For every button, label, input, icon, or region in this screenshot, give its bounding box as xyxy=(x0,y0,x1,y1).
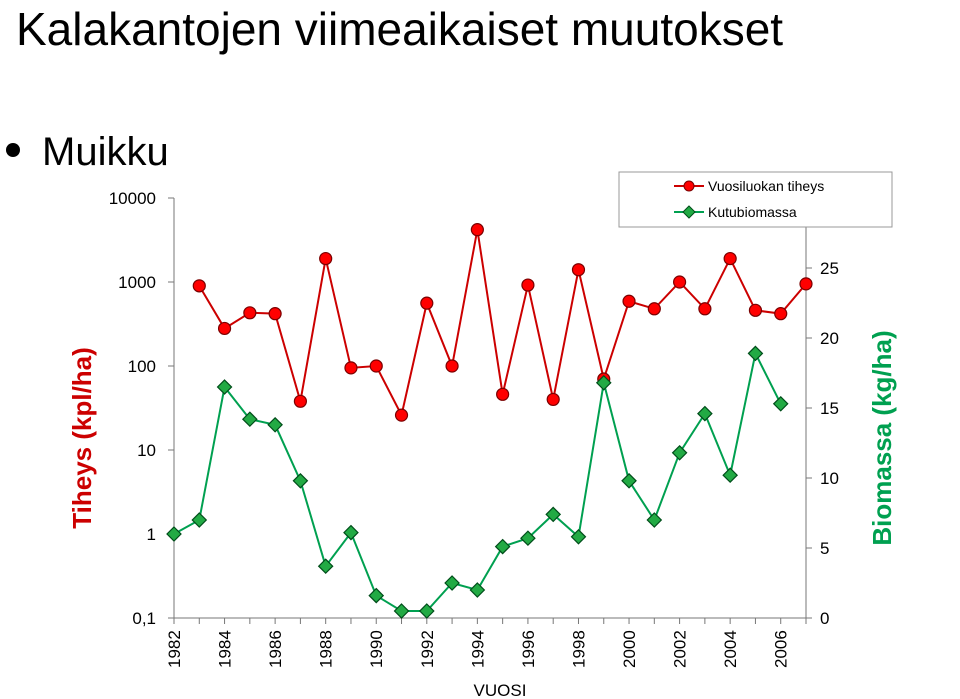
data-point-circle xyxy=(571,263,586,277)
x-axis-tick-label: 1982 xyxy=(165,630,184,668)
data-point-circle xyxy=(293,394,307,408)
data-point-circle xyxy=(344,361,358,375)
data-point-circle xyxy=(394,408,409,422)
right-axis-tick-label: 0 xyxy=(820,609,829,628)
x-axis-tick-label: 2000 xyxy=(620,630,639,668)
data-point-diamond xyxy=(418,603,435,619)
data-point-circle xyxy=(546,392,560,407)
legend-marker-circle xyxy=(683,180,695,192)
right-axis-tick-label: 20 xyxy=(820,329,839,348)
series-layer xyxy=(166,223,813,619)
data-point-circle xyxy=(698,302,712,316)
data-point-diamond xyxy=(595,374,612,391)
x-axis-tick-label: 1994 xyxy=(468,630,487,668)
x-axis-tick-label: 2006 xyxy=(772,630,791,668)
series-line-1 xyxy=(198,229,807,419)
data-point-circle xyxy=(445,359,459,373)
axes-layer xyxy=(168,197,812,624)
data-point-diamond xyxy=(191,512,208,528)
data-point-circle xyxy=(470,223,484,237)
data-point-circle xyxy=(748,303,763,317)
data-point-circle xyxy=(369,359,383,373)
series-line-2 xyxy=(173,350,782,612)
axis-labels-layer: 0,1 1 10 100 1000 10000 0 5 10 15 20 25 1982 1984 1986… xyxy=(67,189,897,699)
right-axis-tick-label: 10 xyxy=(820,469,839,488)
legend: Vuosiluokan tiheys Kutubiomassa xyxy=(618,171,893,228)
legend-box xyxy=(618,171,893,228)
data-point-diamond xyxy=(241,411,258,428)
data-point-diamond xyxy=(545,506,562,523)
data-point-diamond xyxy=(646,512,663,528)
data-point-circle xyxy=(243,306,257,320)
data-point-circle xyxy=(672,275,687,289)
data-point-diamond xyxy=(697,405,713,422)
data-point-diamond xyxy=(621,472,637,489)
data-point-circle xyxy=(192,279,206,293)
data-point-circle xyxy=(799,277,813,291)
right-axis-tick-label: 15 xyxy=(820,399,839,418)
data-point-circle xyxy=(217,321,232,336)
x-axis-tick-label: 1998 xyxy=(569,630,588,668)
data-point-diamond xyxy=(267,416,283,433)
x-axis-tick-label: 1988 xyxy=(317,630,336,668)
left-axis-tick-label: 1000 xyxy=(118,273,156,292)
bullet-dot-icon xyxy=(6,143,20,158)
data-point-diamond xyxy=(469,582,486,598)
left-axis-tick-label: 0,1 xyxy=(132,609,156,628)
data-point-circle xyxy=(268,307,282,321)
legend-label-1: Vuosiluokan tiheys xyxy=(708,178,824,194)
data-point-diamond xyxy=(722,467,739,484)
data-point-diamond xyxy=(444,575,460,591)
data-point-circle xyxy=(622,294,636,308)
legend-label-2: Kutubiomassa xyxy=(708,204,797,220)
left-axis-tick-label: 1 xyxy=(147,525,156,544)
data-point-diamond xyxy=(671,444,688,461)
data-point-diamond xyxy=(292,472,309,489)
data-point-circle xyxy=(647,302,661,316)
bullet-text: Muikku xyxy=(42,130,169,174)
x-axis-tick-label: 2002 xyxy=(671,630,690,668)
left-axis-tick-label: 10 xyxy=(137,441,156,460)
bullet-item: Muikku xyxy=(6,128,169,176)
data-point-circle xyxy=(496,387,510,401)
data-point-diamond xyxy=(368,587,385,604)
x-axis-tick-label: 2004 xyxy=(721,630,740,668)
x-axis-tick-label: 1992 xyxy=(418,630,437,668)
data-point-circle xyxy=(774,307,788,321)
x-axis-tick-label: 1984 xyxy=(216,630,235,668)
data-point-circle xyxy=(319,251,333,266)
left-axis-tick-label: 10000 xyxy=(109,189,156,208)
right-axis-tick-label: 5 xyxy=(820,539,829,558)
x-axis-tick-label: 1986 xyxy=(266,630,285,668)
x-axis-tick-label: 1990 xyxy=(367,630,386,668)
data-point-diamond xyxy=(747,345,764,362)
data-point-diamond xyxy=(520,530,536,547)
data-point-diamond xyxy=(216,379,233,395)
data-point-circle xyxy=(420,296,434,310)
x-axis-title: VUOSI xyxy=(474,681,527,699)
legend-marker-diamond xyxy=(682,205,696,219)
data-point-diamond xyxy=(772,395,789,412)
data-point-diamond xyxy=(317,558,334,575)
left-axis-tick-label: 100 xyxy=(128,357,156,376)
data-point-diamond xyxy=(166,526,182,542)
slide-title: Kalakantojen viimeaikaiset muutokset xyxy=(16,3,784,55)
right-axis-tick-label: 25 xyxy=(820,259,839,278)
data-point-diamond xyxy=(570,528,587,545)
x-axis-tick-label: 1996 xyxy=(519,630,538,668)
data-point-diamond xyxy=(393,603,410,619)
right-axis-title: Biomassa (kg/ha) xyxy=(867,330,897,545)
data-point-diamond xyxy=(343,524,359,541)
data-point-circle xyxy=(521,278,535,292)
data-point-diamond xyxy=(494,538,511,555)
left-axis-title: Tiheys (kpl/ha) xyxy=(67,347,97,529)
data-point-circle xyxy=(723,251,737,266)
